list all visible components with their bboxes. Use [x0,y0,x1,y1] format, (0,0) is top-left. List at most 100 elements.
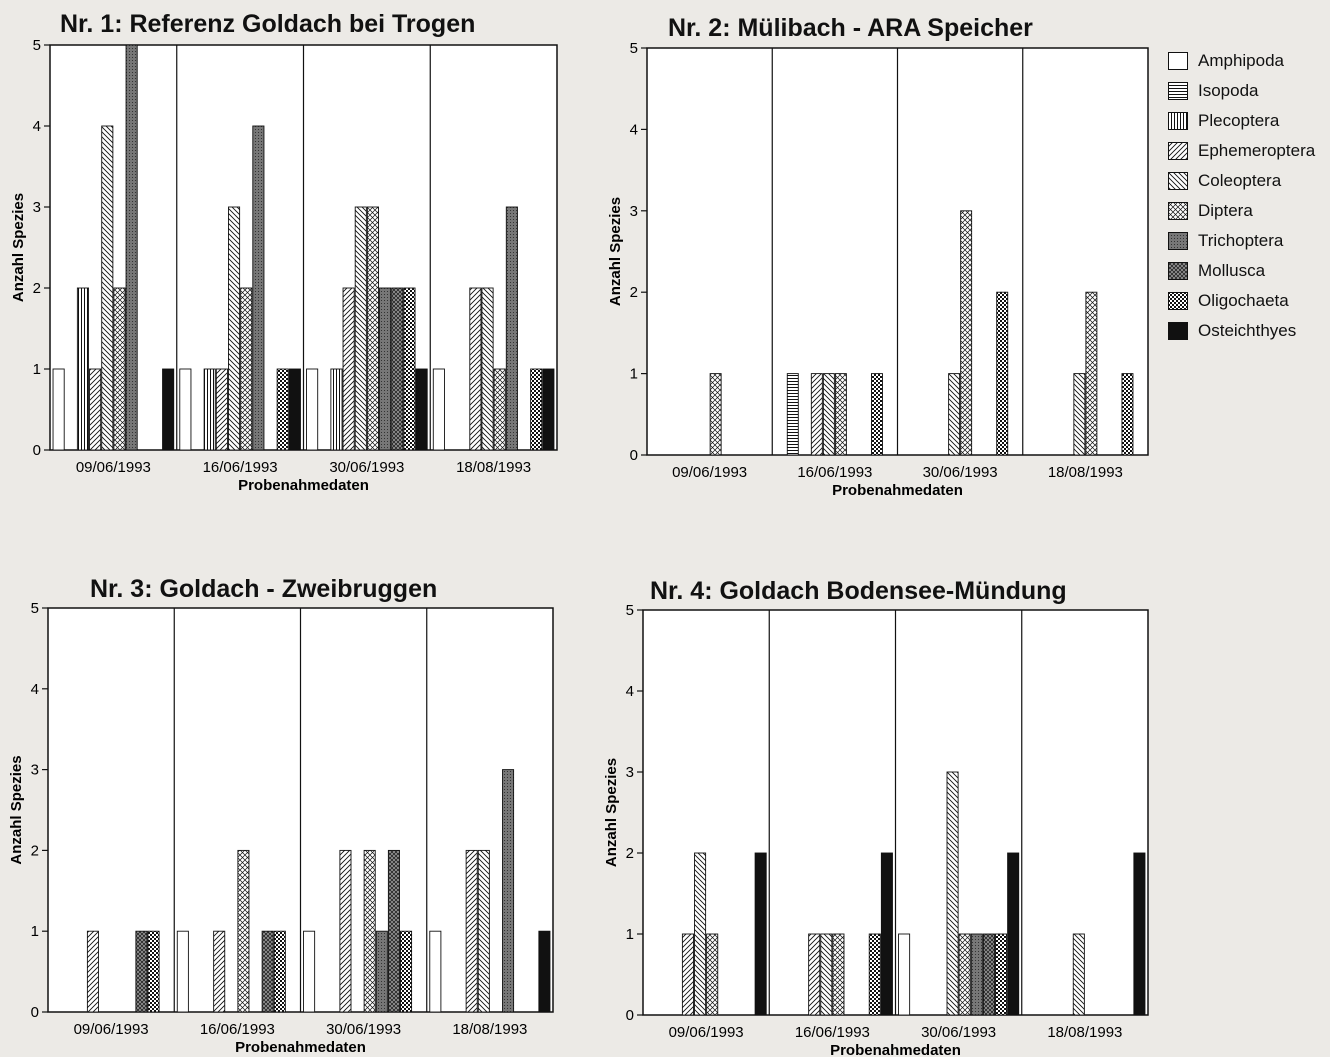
legend-swatch-oligochaeta [1168,292,1188,310]
chart-title-2: Nr. 2: Mülibach - ARA Speicher [668,14,1033,42]
legend: Amphipoda Isopoda Plecoptera Ephemeropte… [1168,46,1315,346]
x-tick-label: 16/06/1993 [200,1021,275,1038]
legend-swatch-osteichthyes [1168,322,1188,340]
bar-oligochaeta-2 [870,373,883,456]
bar-ephemeroptera-1 [681,933,694,1016]
bar-coleoptera-4 [477,849,490,1013]
bar-diptera-2 [832,933,845,1016]
bar-amphipoda-1 [52,368,65,451]
bar-amphipoda-3 [306,368,319,451]
legend-swatch-coleoptera [1168,172,1188,190]
legend-swatch-amphipoda [1168,52,1188,70]
y-axis-label: Anzahl Spezies [603,758,620,867]
chart-panel-2: 0 1 2 3 4 5 09/06/1993 16/06/1993 30/06/1993 18/0… [607,40,1149,499]
bar-diptera-4 [493,368,506,451]
legend-item: Ephemeroptera [1168,136,1315,166]
y-axis-label: Anzahl Spezies [607,197,624,306]
bar-trichoptera-3 [375,930,388,1013]
x-tick-label: 09/06/1993 [672,464,747,481]
legend-item: Trichoptera [1168,226,1315,256]
bar-oligochaeta-2 [276,368,289,451]
bar-mollusca-3 [982,933,995,1016]
bar-diptera-3 [960,210,973,456]
legend-label: Diptera [1198,201,1253,220]
bar-coleoptera-2 [820,933,833,1016]
chart-panel-4: 0 1 2 3 4 5 09/06/1993 16/06/1993 30/06/1993 18/0… [603,602,1149,1057]
chart-panel-1: 0 1 2 3 4 5 09/06/1993 16/06/1993 30/06/1993 18/0… [10,37,558,494]
y-tick-label: 3 [626,764,634,781]
legend-swatch-trichoptera [1168,232,1188,250]
bar-amphipoda-3 [898,933,911,1016]
bar-osteichthyes-2 [288,368,301,451]
bar-oligochaeta-2 [868,933,881,1016]
legend-item: Oligochaeta [1168,286,1315,316]
y-tick-label: 4 [31,681,39,698]
y-tick-label: 1 [626,926,634,943]
chart-title-4: Nr. 4: Goldach Bodensee-Mündung [650,577,1067,605]
bar-coleoptera-4 [481,287,494,451]
bar-coleoptera-2 [228,206,241,451]
x-axis-label: Probenahmedaten [830,1042,961,1057]
bar-coleoptera-3 [354,206,367,451]
legend-item: Amphipoda [1168,46,1315,76]
x-axis-label: Probenahmedaten [832,482,963,499]
y-tick-label: 2 [33,280,41,297]
legend-item: Coleoptera [1168,166,1315,196]
bar-coleoptera-3 [948,373,961,456]
bar-amphipoda-4 [429,930,442,1013]
bar-diptera-2 [240,287,253,451]
legend-swatch-plecoptera [1168,112,1188,130]
legend-label: Ephemeroptera [1198,141,1316,160]
bar-trichoptera-3 [970,933,983,1016]
bar-amphipoda-2 [179,368,192,451]
bar-plecoptera-1 [76,287,89,451]
y-tick-label: 1 [630,366,638,383]
bar-coleoptera-4 [1073,373,1086,456]
bar-trichoptera-2 [252,125,265,451]
legend-label: Trichoptera [1198,231,1284,250]
bar-coleoptera-1 [101,125,114,451]
y-tick-label: 5 [626,602,634,619]
y-tick-label: 0 [630,447,638,464]
bar-osteichthyes-2 [880,852,893,1016]
legend-label: Plecoptera [1198,111,1280,130]
bar-ephemeroptera-1 [89,368,102,451]
y-tick-label: 3 [630,203,638,220]
legend-item: Osteichthyes [1168,316,1315,346]
x-axis-label: Probenahmedaten [238,477,369,494]
x-tick-label: 16/06/1993 [797,464,872,481]
y-tick-label: 5 [33,37,41,54]
y-tick-label: 1 [31,923,39,940]
bar-oligochaeta-4 [1121,373,1134,456]
y-axis-label: Anzahl Spezies [8,755,25,864]
bar-mollusca-3 [387,849,400,1013]
y-tick-label: 5 [630,40,638,57]
x-tick-label: 16/06/1993 [203,459,278,476]
bar-coleoptera-4 [1072,933,1085,1016]
bar-mollusca-1 [135,930,148,1013]
bar-trichoptera-4 [505,206,518,451]
bar-oligochaeta-3 [995,933,1008,1016]
bar-amphipoda-3 [303,930,316,1013]
bar-mollusca-3 [391,287,404,451]
bar-oligochaeta-1 [147,930,160,1013]
bar-ephemeroptera-3 [339,849,352,1013]
legend-label: Osteichthyes [1198,321,1297,340]
bar-amphipoda-2 [176,930,189,1013]
bar-diptera-4 [1085,291,1098,456]
bar-diptera-2 [834,373,847,456]
x-tick-label: 30/06/1993 [923,464,998,481]
y-axis-label: Anzahl Spezies [10,193,27,302]
y-tick-label: 2 [626,845,634,862]
y-tick-label: 5 [31,600,39,617]
y-tick-label: 3 [33,199,41,216]
legend-item: Isopoda [1168,76,1315,106]
legend-swatch-isopoda [1168,82,1188,100]
legend-swatch-ephemeroptera [1168,142,1188,160]
bar-oligochaeta-3 [400,930,413,1013]
bar-diptera-1 [113,287,126,451]
bar-coleoptera-2 [822,373,835,456]
bar-coleoptera-1 [694,852,707,1016]
x-tick-label: 30/06/1993 [921,1024,996,1041]
bar-plecoptera-2 [203,368,216,451]
